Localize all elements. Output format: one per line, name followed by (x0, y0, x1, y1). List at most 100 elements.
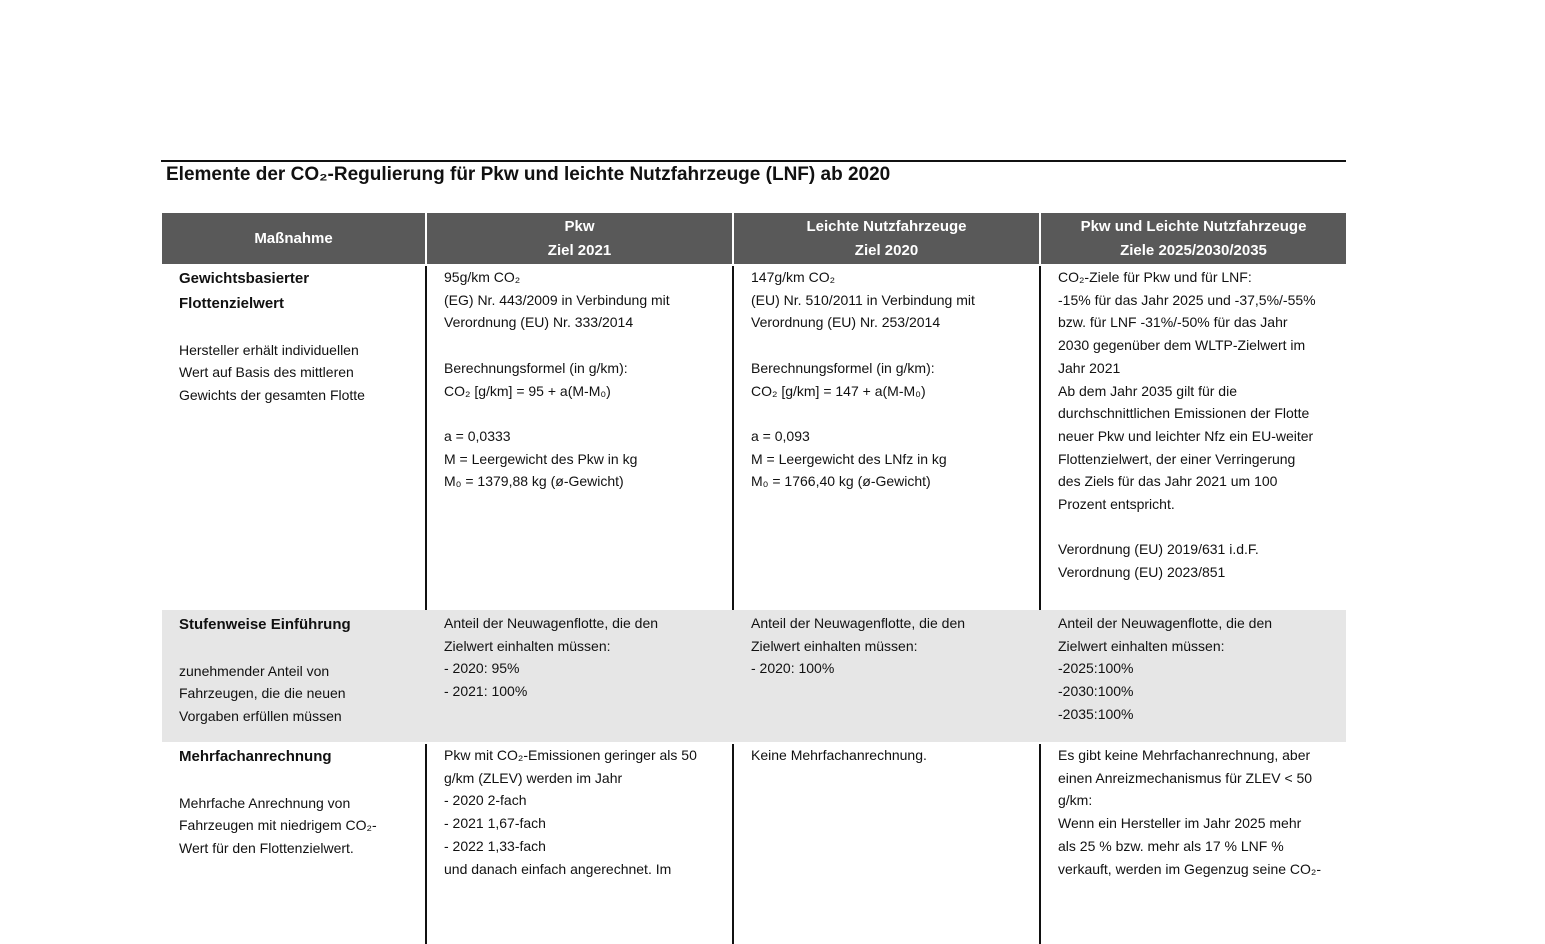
cell-text: zunehmender Anteil von (179, 662, 330, 679)
cell-text: - 2020 2-fach (444, 792, 527, 809)
cell-text: (EU) Nr. 510/2011 in Verbindung mit (751, 291, 975, 308)
cell-text: Verordnung (EU) Nr. 253/2014 (751, 314, 941, 331)
cell-text: Zielwert einhalten müssen: (751, 637, 918, 654)
cell-text: - 2021 1,67-fach (444, 815, 546, 832)
cell-text: Verordnung (EU) Nr. 333/2014 (444, 314, 634, 331)
cell-text: durchschnittlichen Emissionen der Flotte (1058, 405, 1310, 422)
cell-text: Anteil der Neuwagenflotte, die den (444, 615, 659, 631)
paragraph: CO₂-Ziele für Pkw und für LNF: -15% für d… (1058, 266, 1346, 516)
cell-text: Gewichts der gesamten Flotte (179, 387, 365, 404)
cell-text: Hersteller erhält individuellen (179, 341, 359, 358)
paragraph: a = 0,093 M = Leergewicht des LNfz in kg M… (751, 425, 1039, 493)
cell-text: Verordnung (EU) 2023/851 (1058, 564, 1226, 581)
regulation-table: Maßnahme Pkw Ziel 2021 Leichte Nutzfahrzeug… (162, 213, 1346, 944)
cell-text: 147g/km CO₂ (751, 269, 836, 285)
paragraph: Pkw mit CO₂-Emissionen geringer als 50 g/… (444, 744, 732, 880)
header-text: Maßnahme (254, 229, 333, 247)
cell-text: Wert auf Basis des mittleren (179, 364, 354, 381)
cell-text: einen Anreizmechanismus für ZLEV < 50 (1058, 769, 1313, 786)
cell-text: Prozent entspricht. (1058, 496, 1175, 513)
cell-text: Zielwert einhalten müssen: (1058, 637, 1225, 654)
paragraph: 147g/km CO₂ (EU) Nr. 510/2011 in Verbindu… (751, 266, 1039, 334)
cell-text: Keine Mehrfachanrechnung. (751, 747, 927, 763)
title-rule (161, 160, 1346, 162)
table-cell: 95g/km CO₂ (EG) Nr. 443/2009 in Verbindun… (425, 266, 732, 610)
paragraph: Mehrfache Anrechnung von Fahrzeugen mit n… (179, 792, 425, 860)
cell-text: -2030:100% (1058, 683, 1134, 700)
paragraph: Mehrfachanrechnung (179, 744, 425, 769)
cell-text: Wenn ein Hersteller im Jahr 2025 mehr (1058, 815, 1302, 832)
paragraph: Berechnungsformel (in g/km): CO₂ [g/km] =… (444, 357, 732, 402)
cell-text: g/km (ZLEV) werden im Jahr (444, 769, 623, 786)
cell-text: M₀ = 1379,88 kg (ø-Gewicht) (444, 473, 624, 490)
cell-text: Verordnung (EU) 2019/631 i.d.F. (1058, 541, 1259, 558)
paragraph: Anteil der Neuwagenflotte, die den Zielwe… (1058, 612, 1346, 726)
cell-text: M = Leergewicht des Pkw in kg (444, 450, 638, 467)
header-text: Ziel 2020 (854, 241, 919, 259)
cell-text: CO₂ [g/km] = 147 + a(M-M₀) (751, 382, 926, 399)
cell-text: Fahrzeugen mit niedrigem CO₂- (179, 817, 377, 834)
cell-text: Fahrzeugen, die die neuen (179, 685, 346, 702)
header-text: Ziele 2025/2030/2035 (1120, 241, 1267, 259)
cell-text: - 2020: 100% (751, 660, 835, 677)
cell-text: neuer Pkw und leichter Nfz ein EU-weiter (1058, 427, 1314, 444)
cell-text: M = Leergewicht des LNfz in kg (751, 450, 947, 467)
cell-text: -15% für das Jahr 2025 und -37,5%/-55% (1058, 291, 1316, 308)
paragraph: Hersteller erhält individuellen Wert auf … (179, 339, 425, 407)
cell-text: g/km: (1058, 792, 1093, 809)
cell-text: M₀ = 1766,40 kg (ø-Gewicht) (751, 473, 931, 490)
cell-text: -2035:100% (1058, 705, 1134, 722)
cell-text: a = 0,0333 (444, 427, 511, 444)
table-cell: 147g/km CO₂ (EU) Nr. 510/2011 in Verbindu… (732, 266, 1039, 610)
cell-text: CO₂-Ziele für Pkw und für LNF: (1058, 269, 1252, 285)
cell-text: Flottenzielwert, der einer Verringerung (1058, 450, 1296, 467)
page: Elemente der CO₂-Regulierung für Pkw und… (161, 160, 1346, 944)
table-cell: Anteil der Neuwagenflotte, die den Zielwe… (1039, 612, 1346, 742)
header-text: Leichte Nutzfahrzeuge (806, 217, 967, 235)
table-cell: Pkw mit CO₂-Emissionen geringer als 50 g/… (425, 744, 732, 944)
table-cell: Stufenweise Einführung zunehmender Anteil… (162, 612, 425, 742)
header-cell: Leichte Nutzfahrzeuge Ziel 2020 (732, 213, 1039, 264)
cell-text: Vorgaben erfüllen müssen (179, 708, 342, 725)
cell-text: Berechnungsformel (in g/km): (751, 359, 935, 376)
cell-text: als 25 % bzw. mehr als 17 % LNF % (1058, 837, 1284, 854)
paragraph: Verordnung (EU) 2019/631 i.d.F. Verordnun… (1058, 538, 1346, 583)
cell-text: 2030 gegenüber dem WLTP-Zielwert im (1058, 337, 1306, 354)
table-row: Mehrfachanrechnung Mehrfache Anrechnung v… (162, 742, 1346, 944)
paragraph: zunehmender Anteil von Fahrzeugen, die di… (179, 660, 425, 728)
header-cell: Pkw und Leichte Nutzfahrzeuge Ziele 2025/… (1039, 213, 1346, 264)
paragraph: Es gibt keine Mehrfachanrechnung, aber ei… (1058, 744, 1346, 880)
header-cell: Pkw Ziel 2021 (425, 213, 732, 264)
cell-text: Berechnungsformel (in g/km): (444, 359, 628, 376)
paragraph: Keine Mehrfachanrechnung. (751, 744, 1039, 767)
cell-text: Jahr 2021 (1058, 359, 1121, 376)
cell-text: Anteil der Neuwagenflotte, die den (1058, 615, 1273, 631)
paragraph: Berechnungsformel (in g/km): CO₂ [g/km] =… (751, 357, 1039, 402)
paragraph: 95g/km CO₂ (EG) Nr. 443/2009 in Verbindun… (444, 266, 732, 334)
cell-text: Wert für den Flottenzielwert. (179, 840, 354, 857)
header-cell: Maßnahme (162, 213, 425, 264)
table-cell: Mehrfachanrechnung Mehrfache Anrechnung v… (162, 744, 425, 944)
paragraph: Anteil der Neuwagenflotte, die den Zielwe… (444, 612, 732, 703)
table-row: Stufenweise Einführung zunehmender Anteil… (162, 610, 1346, 742)
cell-text: Mehrfache Anrechnung von (179, 794, 351, 811)
cell-text: -2025:100% (1058, 660, 1134, 677)
cell-text: Pkw mit CO₂-Emissionen geringer als 50 (444, 747, 697, 763)
table-row: Gewichtsbasierter Flottenzielwert Herstell… (162, 264, 1346, 610)
table-cell: Anteil der Neuwagenflotte, die den Zielwe… (732, 612, 1039, 742)
header-text: Pkw und Leichte Nutzfahrzeuge (1080, 217, 1307, 235)
cell-text: a = 0,093 (751, 427, 810, 444)
cell-text: Zielwert einhalten müssen: (444, 637, 611, 654)
cell-text: CO₂ [g/km] = 95 + a(M-M₀) (444, 382, 611, 399)
cell-text: (EG) Nr. 443/2009 in Verbindung mit (444, 291, 670, 308)
table-cell: Es gibt keine Mehrfachanrechnung, aber ei… (1039, 744, 1346, 944)
paragraph: Anteil der Neuwagenflotte, die den Zielwe… (751, 612, 1039, 680)
header-text: Ziel 2021 (547, 241, 612, 259)
cell-text: - 2020: 95% (444, 660, 520, 677)
table-cell: Keine Mehrfachanrechnung. (732, 744, 1039, 944)
cell-text: verkauft, werden im Gegenzug seine CO₂- (1058, 860, 1321, 877)
cell-text: des Ziels für das Jahr 2021 um 100 (1058, 473, 1278, 490)
table-cell: CO₂-Ziele für Pkw und für LNF: -15% für d… (1039, 266, 1346, 610)
cell-text: Anteil der Neuwagenflotte, die den (751, 615, 966, 631)
cell-text: Ab dem Jahr 2035 gilt für die (1058, 382, 1237, 399)
